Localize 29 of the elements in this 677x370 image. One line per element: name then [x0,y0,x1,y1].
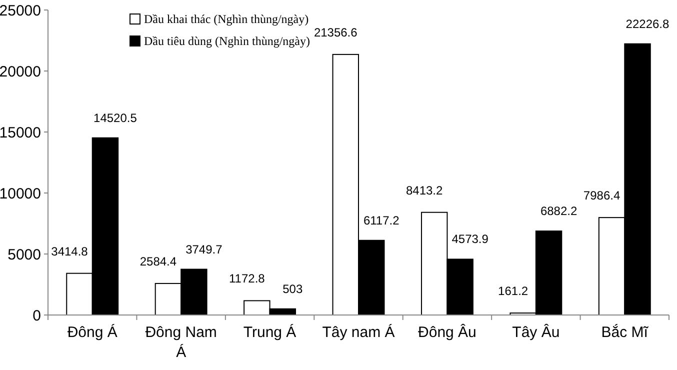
x-tick-label: Đông Nam Á [145,324,217,361]
data-label: 22226.8 [626,16,670,31]
legend-label: Dầu khai thác (Nghìn thùng/ngày) [144,12,309,26]
x-tick-label: Bắc Mĩ [601,323,649,341]
data-label: 6882.2 [540,204,578,218]
y-tick-label: 25000 [0,2,41,20]
y-tick-label: 10000 [0,185,41,202]
data-label: 161.2 [498,284,528,298]
y-tick-label: 5000 [8,246,41,264]
legend-label: Dầu tiêu dùng (Nghìn thùng/ngày) [144,34,310,48]
y-tick-label: 0 [32,307,41,324]
data-label: 1172.8 [229,272,266,286]
x-tick-label: Đông Âu [418,323,476,341]
data-label: 6117.2 [363,213,400,228]
data-label: 4573.9 [452,232,489,246]
x-tick-label: Đông Á [67,323,118,341]
data-label: 3749.7 [186,242,223,256]
data-label: 503 [282,282,303,296]
data-label: 14520.5 [94,110,138,125]
x-tick-label: Trung Á [243,323,296,341]
x-tick-label: Tây Âu [512,323,560,341]
x-tick-label: Tây nam Á [322,323,395,341]
data-label: 8413.2 [406,183,444,198]
y-tick-label: 20000 [0,63,41,80]
data-label: 2584.4 [140,254,177,268]
data-label: 21356.6 [314,25,358,40]
y-tick-label: 15000 [0,124,41,142]
data-label: 3414.8 [51,244,88,258]
data-label: 7986.4 [583,188,620,203]
